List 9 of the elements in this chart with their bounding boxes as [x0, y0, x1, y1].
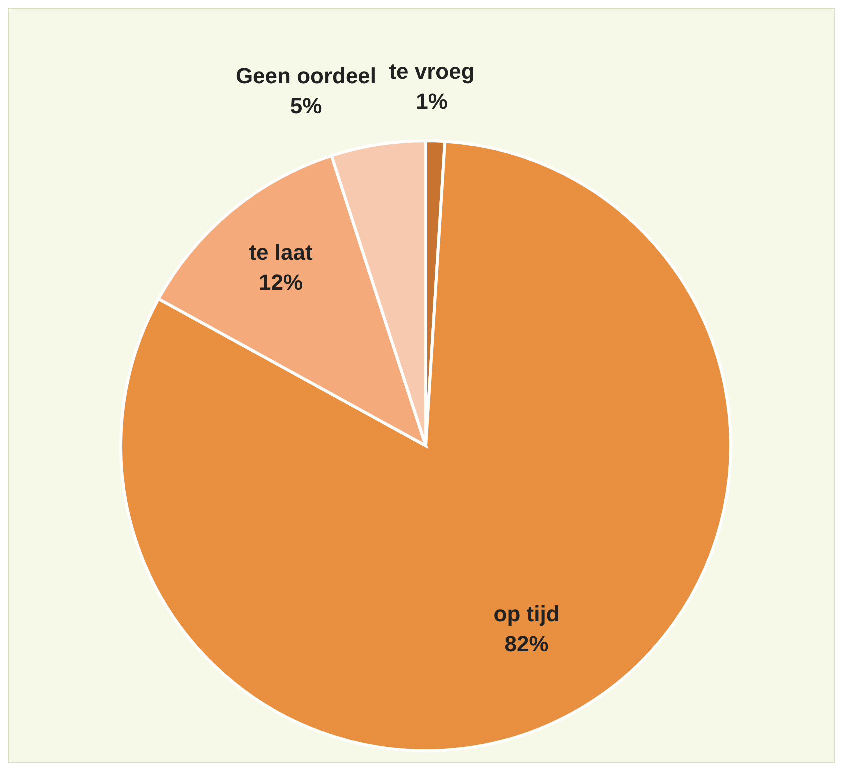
data-label: 82%	[504, 631, 549, 656]
slice-label: op tijd	[494, 601, 560, 626]
data-label: 5%	[290, 93, 322, 118]
slice-label: te laat	[249, 240, 314, 265]
pie-slice	[120, 140, 732, 752]
data-label: 1%	[416, 89, 448, 114]
slice-label: te vroeg	[389, 59, 475, 84]
data-label: 12%	[259, 270, 304, 295]
slice-label: Geen oordeel	[236, 63, 377, 88]
